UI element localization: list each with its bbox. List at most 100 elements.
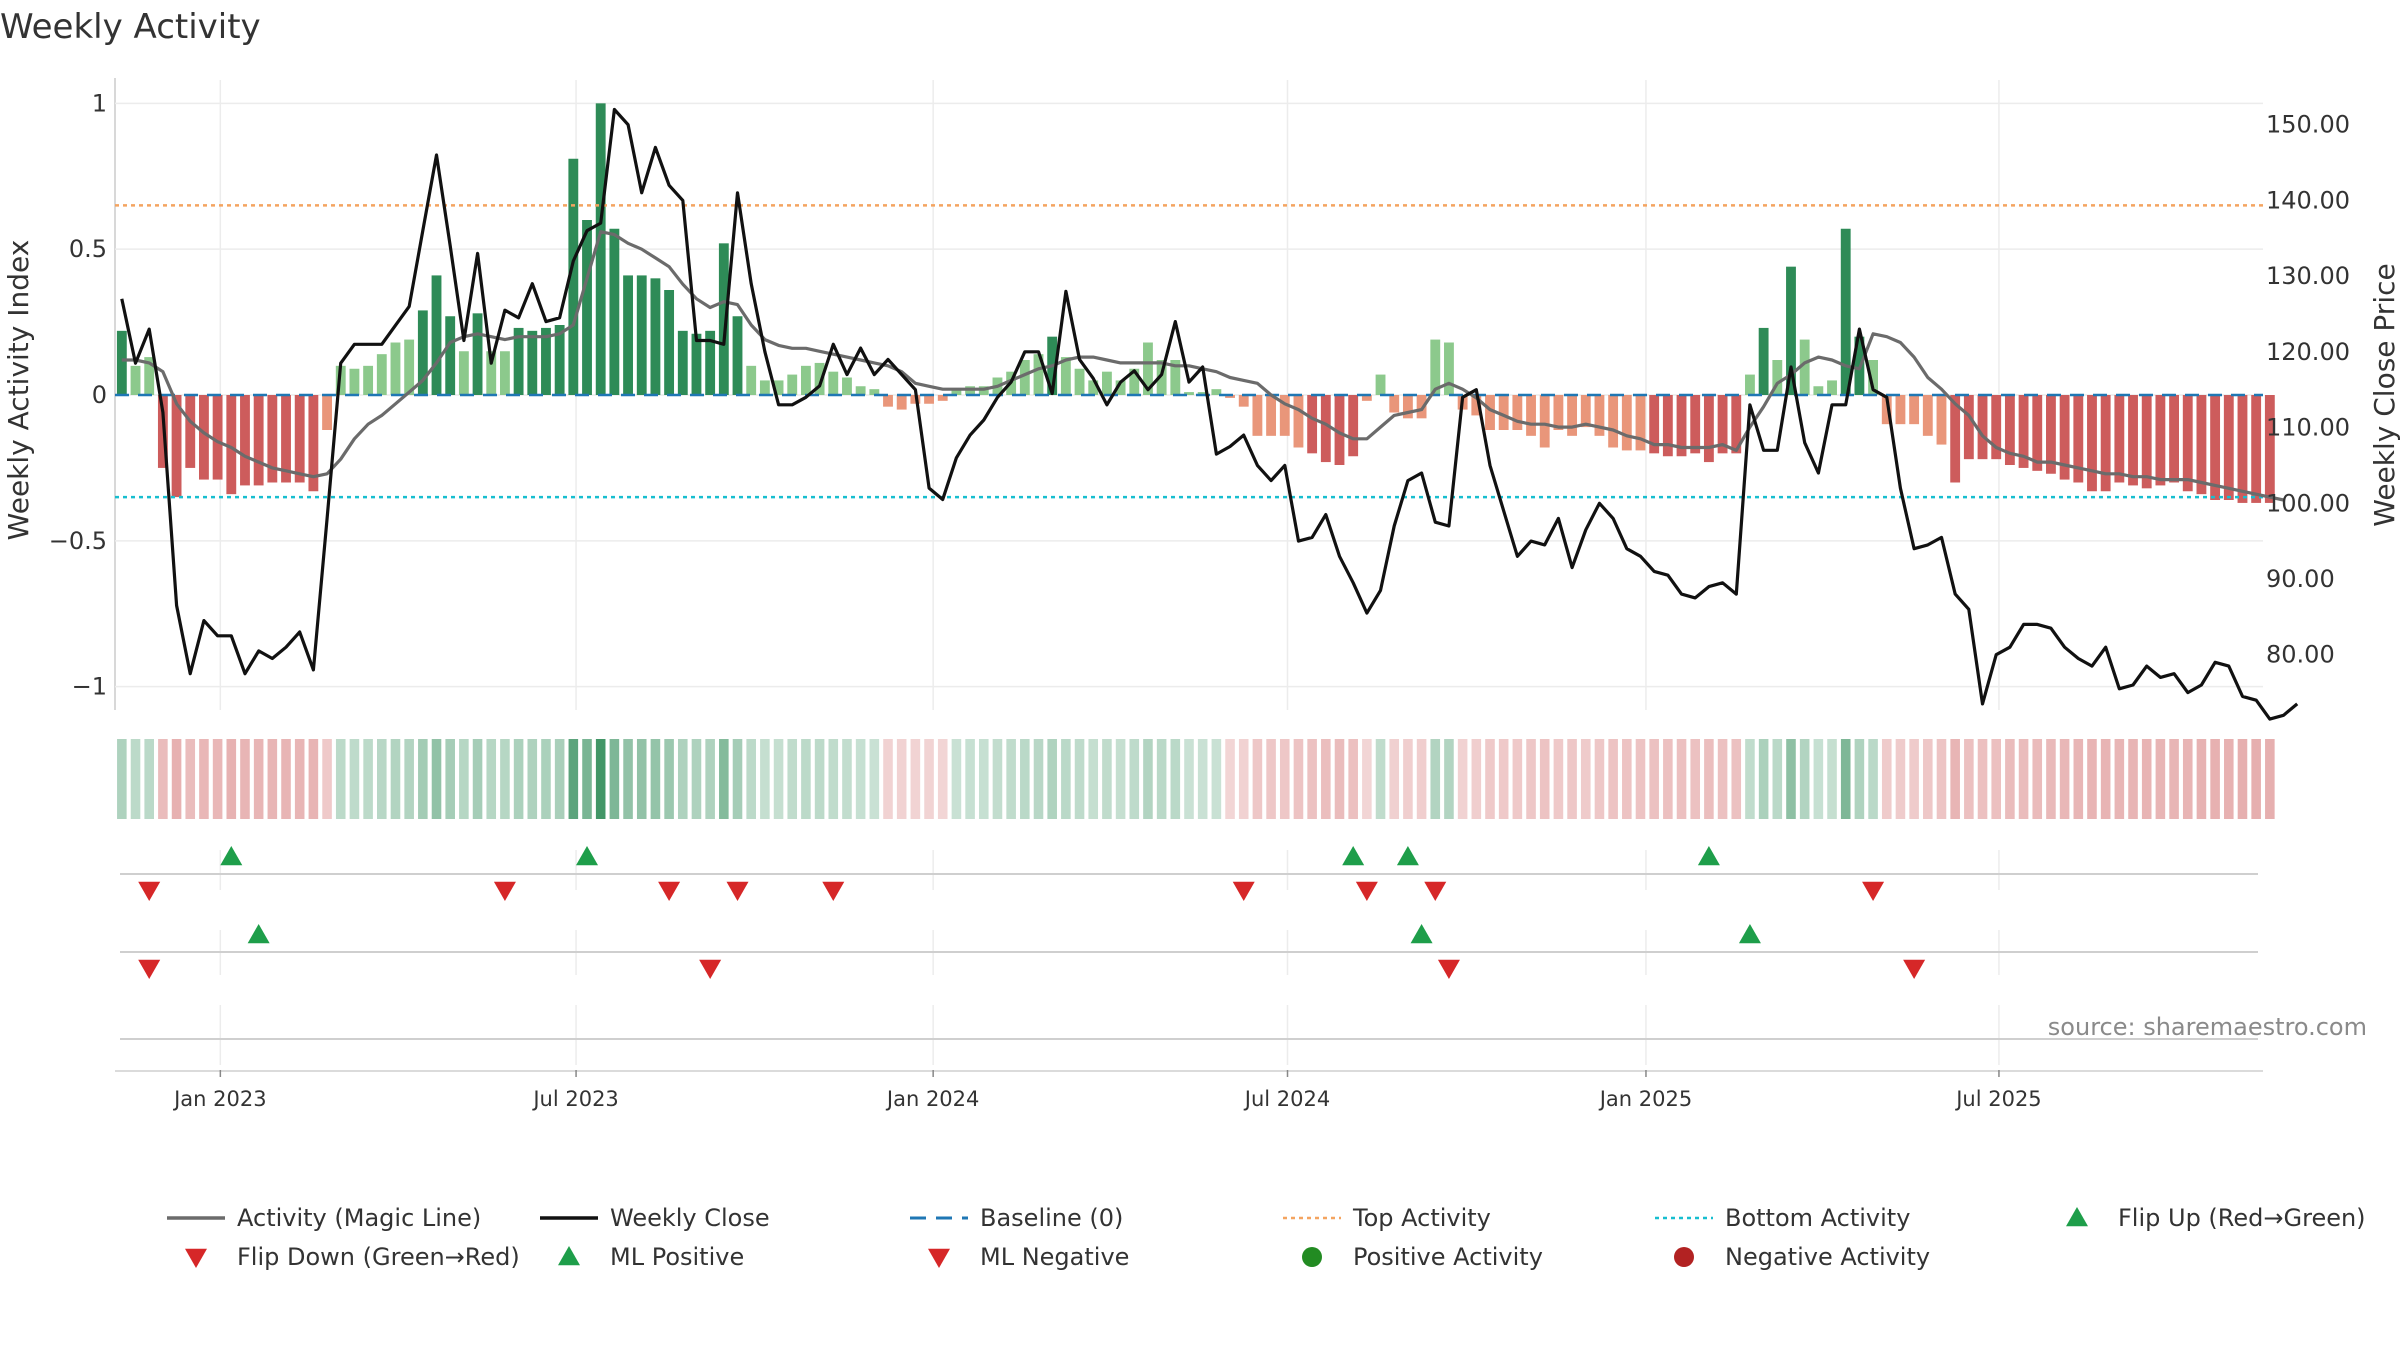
heat-cell bbox=[855, 739, 866, 819]
heat-cell bbox=[1895, 739, 1906, 819]
heat-cell bbox=[1362, 739, 1372, 819]
heat-cell bbox=[1047, 739, 1057, 819]
heat-cell bbox=[1580, 739, 1591, 819]
heat-cell bbox=[1307, 739, 1317, 819]
activity-bar bbox=[1512, 395, 1523, 430]
activity-bar bbox=[185, 395, 196, 468]
heat-cell bbox=[1074, 739, 1085, 819]
heat-cell bbox=[185, 739, 196, 819]
flip-down-marker bbox=[493, 881, 516, 901]
heat-cell bbox=[623, 739, 633, 819]
activity-bar bbox=[732, 316, 743, 395]
signal-markers bbox=[138, 846, 1926, 979]
heat-cell bbox=[965, 739, 975, 819]
heat-cell bbox=[2087, 739, 2097, 819]
legend-label: Top Activity bbox=[1352, 1204, 1491, 1232]
heat-cell bbox=[1102, 739, 1112, 819]
heat-cell bbox=[1279, 739, 1290, 819]
heat-cell bbox=[1676, 739, 1687, 819]
activity-bar bbox=[431, 275, 442, 395]
activity-bar bbox=[1225, 395, 1235, 398]
heat-cell bbox=[1389, 739, 1400, 819]
heat-cell bbox=[1348, 739, 1358, 819]
right-tick-label: 80.00 bbox=[2266, 641, 2335, 669]
gridlines bbox=[114, 78, 2263, 1072]
reference-lines bbox=[115, 204, 2263, 499]
heat-cell bbox=[2182, 739, 2193, 819]
heat-cell bbox=[171, 739, 182, 819]
activity-bar bbox=[2251, 395, 2262, 503]
heat-cell bbox=[992, 739, 1003, 819]
activity-bar bbox=[1293, 395, 1304, 448]
legend-item: Baseline (0) bbox=[910, 1204, 1123, 1232]
heat-cell bbox=[1375, 739, 1386, 819]
heat-cell bbox=[691, 739, 702, 819]
legend-swatch bbox=[1674, 1247, 1694, 1267]
activity-bar bbox=[1827, 380, 1837, 395]
activity-bar bbox=[1361, 395, 1372, 401]
activity-bar bbox=[1320, 395, 1331, 463]
right-tick-label: 150.00 bbox=[2266, 111, 2350, 139]
activity-bar bbox=[404, 339, 415, 395]
heat-cell bbox=[1020, 739, 1030, 819]
heat-cell bbox=[2155, 739, 2166, 819]
activity-bar bbox=[1895, 395, 1906, 425]
activity-bar bbox=[2046, 395, 2056, 474]
activity-bar bbox=[513, 327, 524, 395]
activity-bar bbox=[472, 313, 483, 395]
activity-bar bbox=[746, 365, 757, 395]
activity-bar bbox=[623, 275, 633, 395]
activity-bar bbox=[1717, 395, 1728, 454]
legend-item: ML Positive bbox=[558, 1243, 744, 1271]
legend-label: ML Negative bbox=[980, 1243, 1129, 1271]
flip-up-marker bbox=[576, 846, 599, 866]
activity-bar bbox=[582, 220, 592, 395]
heat-cell bbox=[1184, 739, 1194, 819]
activity-bar bbox=[363, 365, 374, 395]
activity-bar bbox=[1868, 360, 1879, 395]
activity-bar bbox=[1553, 395, 1564, 430]
heat-cell bbox=[1156, 739, 1167, 819]
heat-cell bbox=[363, 739, 373, 819]
activity-bar bbox=[1977, 395, 1988, 460]
heat-cell bbox=[281, 739, 291, 819]
activity-bar bbox=[1690, 395, 1701, 454]
heat-cell bbox=[1854, 739, 1865, 819]
right-tick-label: 120.00 bbox=[2266, 338, 2350, 366]
heat-cell bbox=[1690, 739, 1701, 819]
activity-bar bbox=[1389, 395, 1400, 413]
activity-bar bbox=[1170, 360, 1181, 395]
heat-cell bbox=[896, 739, 907, 819]
heat-cell bbox=[636, 739, 647, 819]
activity-bar bbox=[1485, 395, 1495, 430]
heat-cell bbox=[924, 739, 934, 819]
heat-cell bbox=[760, 739, 770, 819]
activity-bar bbox=[2223, 395, 2234, 500]
activity-bar bbox=[1799, 339, 1810, 395]
activity-bar bbox=[1430, 339, 1441, 395]
legend-label: Activity (Magic Line) bbox=[237, 1204, 481, 1232]
heat-cell bbox=[1225, 739, 1235, 819]
heat-cell bbox=[787, 739, 798, 819]
heat-cell bbox=[1594, 739, 1605, 819]
heat-cell bbox=[1840, 739, 1851, 819]
legend-label: Baseline (0) bbox=[980, 1204, 1123, 1232]
activity-bar bbox=[800, 365, 811, 395]
activity-bar bbox=[1184, 392, 1194, 395]
activity-bar bbox=[636, 275, 647, 395]
flip-up-marker bbox=[1396, 846, 1419, 866]
legend-label: Negative Activity bbox=[1725, 1243, 1930, 1271]
activity-bar bbox=[1060, 357, 1071, 395]
heat-cell bbox=[1758, 739, 1769, 819]
heat-cell bbox=[1827, 739, 1837, 819]
heat-cell bbox=[1731, 739, 1742, 819]
heat-cell bbox=[814, 739, 825, 819]
activity-bar bbox=[1334, 395, 1345, 465]
heat-cell bbox=[705, 739, 715, 819]
activity-bar bbox=[144, 357, 155, 395]
activity-bar bbox=[2237, 395, 2248, 503]
heat-cell bbox=[664, 739, 674, 819]
activity-bar bbox=[1909, 395, 1920, 425]
legend-item: Bottom Activity bbox=[1655, 1204, 1910, 1232]
legend-label: ML Positive bbox=[610, 1243, 744, 1271]
